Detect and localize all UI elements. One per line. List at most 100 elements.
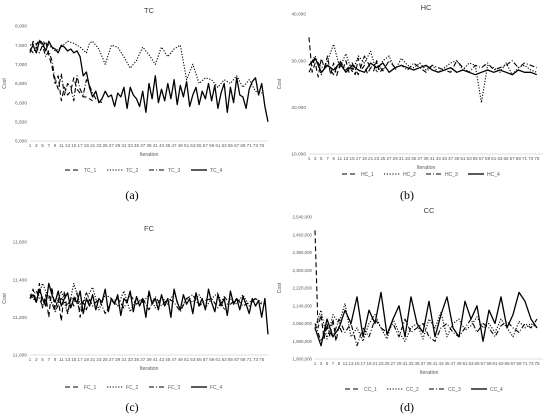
hc-x-tick-label: 19 <box>362 156 368 161</box>
cc-x-tick-label: 17 <box>360 361 366 366</box>
cc-y-tick-label: 2,460,000 <box>292 232 312 237</box>
cc-x-tick-label: 45 <box>444 361 450 366</box>
tc-x-tick-label: 75 <box>259 143 265 148</box>
cc-x-tick-label: 15 <box>354 361 360 366</box>
hc-x-tick-label: 3 <box>314 156 317 161</box>
fc-x-tick-label: 73 <box>253 357 259 362</box>
chart-panel-fc: FC 11,000 11,200 11,400 11,600 1 3 5 7 9 11 13 15 17 1… <box>0 209 275 418</box>
hc-x-tick-label: 9 <box>332 156 335 161</box>
fc-x-axis-label: Iteration <box>140 366 159 372</box>
fc-x-tick-label: 47 <box>171 357 177 362</box>
tc-x-tick-label: 15 <box>71 143 77 148</box>
cc-x-tick-label: 41 <box>432 361 438 366</box>
tc-x-tick-label: 71 <box>247 143 253 148</box>
tc-x-tick-label: 47 <box>171 143 177 148</box>
cc-y-tick-label: 2,060,000 <box>292 321 312 326</box>
tc-x-tick-label: 67 <box>234 143 240 148</box>
cc-x-tick-label: 75 <box>534 361 540 366</box>
fc-x-tick-label: 55 <box>197 357 203 362</box>
hc-x-tick-label: 35 <box>411 156 417 161</box>
tc-x-tick-label: 37 <box>140 143 146 148</box>
cc-x-tick-label: 73 <box>528 361 534 366</box>
legend-label-hc-3: HC_3 <box>445 172 458 178</box>
fc-x-tick-label: 15 <box>71 357 77 362</box>
legend-label-tc-3: TC_3 <box>168 168 180 174</box>
tc-y-axis-label: Cost <box>2 78 8 89</box>
hc-y-tick-label: 10,000 <box>291 152 306 158</box>
cc-x-tick-label: 59 <box>486 361 492 366</box>
fc-x-tick-label: 31 <box>121 357 127 362</box>
tc-x-tick-label: 27 <box>109 143 115 148</box>
tc-x-tick-label: 65 <box>228 143 234 148</box>
hc-x-tick-label: 53 <box>467 156 473 161</box>
fc-x-tick-label: 13 <box>65 357 71 362</box>
tc-x-tick-label: 49 <box>178 143 184 148</box>
legend-label-hc-4: HC_4 <box>487 172 500 178</box>
hc-x-tick-label: 1 <box>308 156 311 161</box>
series-line-hc-2 <box>308 43 537 104</box>
fc-x-tick-label: 51 <box>184 357 190 362</box>
panel-label-a: (a) <box>125 188 139 202</box>
hc-x-tick-label: 61 <box>491 156 497 161</box>
cc-y-tick-label: 2,300,000 <box>292 268 312 273</box>
cc-y-tick-label: 2,540,000 <box>292 215 312 220</box>
cc-y-axis-label: Cost <box>277 282 283 293</box>
tc-y-tick-label: 6,000 <box>15 100 27 106</box>
hc-y-tick-label: 40,000 <box>291 12 306 18</box>
hc-x-tick-label: 75 <box>534 156 540 161</box>
cc-x-tick-label: 31 <box>402 361 408 366</box>
cc-x-tick-label: 5 <box>326 361 329 366</box>
tc-x-tick-label: 25 <box>103 143 109 148</box>
hc-x-tick-label: 31 <box>399 156 405 161</box>
hc-x-tick-label: 69 <box>516 156 522 161</box>
tc-x-tick-label: 51 <box>184 143 190 148</box>
fc-x-tick-label: 5 <box>41 357 44 362</box>
tc-x-tick-label: 19 <box>84 143 90 148</box>
cc-x-tick-label: 21 <box>372 361 378 366</box>
cc-x-tick-label: 3 <box>320 361 323 366</box>
cc-x-tick-label: 7 <box>332 361 335 366</box>
chart-panel-cc: CC 1,900,000 1,980,000 2,060,000 2,140,000 2,… <box>275 206 550 418</box>
fc-x-tick-label: 1 <box>29 357 32 362</box>
tc-x-tick-label: 5 <box>41 143 44 148</box>
series-line-tc-4 <box>29 40 269 122</box>
hc-y-axis-label: Cost <box>277 78 283 89</box>
hc-x-tick-label: 23 <box>374 156 380 161</box>
legend-label-fc-2: FC_2 <box>126 385 138 391</box>
panel-label-c: (c) <box>125 400 139 414</box>
legend-label-hc-2: HC_2 <box>403 172 416 178</box>
tc-x-tick-label: 57 <box>203 143 209 148</box>
tc-x-tick-label: 3 <box>35 143 38 148</box>
cc-x-tick-label: 1 <box>314 361 317 366</box>
hc-x-tick-label: 41 <box>430 156 436 161</box>
fc-x-tick-label: 27 <box>109 357 115 362</box>
tc-x-tick-label: 11 <box>59 143 64 148</box>
hc-chart-title: HC <box>421 3 432 12</box>
tc-x-tick-label: 43 <box>159 143 165 148</box>
cc-chart-svg: CC 1,900,000 1,980,000 2,060,000 2,140,000 2,… <box>277 206 543 393</box>
tc-x-tick-label: 55 <box>197 143 203 148</box>
tc-y-tick-label: 7,500 <box>15 43 27 49</box>
hc-x-tick-label: 73 <box>528 156 534 161</box>
hc-x-tick-label: 51 <box>460 156 466 161</box>
cc-x-tick-label: 65 <box>504 361 510 366</box>
hc-x-tick-label: 71 <box>522 156 528 161</box>
tc-y-tick-label: 6,500 <box>15 81 27 87</box>
fc-x-tick-label: 63 <box>222 357 228 362</box>
legend-label-hc-1: HC_1 <box>361 172 374 178</box>
tc-x-tick-label: 33 <box>128 143 134 148</box>
cc-x-tick-label: 55 <box>474 361 480 366</box>
hc-x-tick-label: 65 <box>503 156 509 161</box>
cc-y-tick-label: 1,980,000 <box>292 339 312 344</box>
cc-chart-title: CC <box>424 206 435 215</box>
series-line-cc-1 <box>314 230 343 342</box>
series-line-hc-4 <box>308 57 538 76</box>
legend-label-fc-1: FC_1 <box>84 385 96 391</box>
fc-x-tick-label: 19 <box>84 357 90 362</box>
hc-x-tick-label: 43 <box>436 156 442 161</box>
fc-x-tick-label: 45 <box>165 357 171 362</box>
hc-x-tick-label: 13 <box>343 156 349 161</box>
legend-label-cc-4: CC_4 <box>490 387 503 393</box>
